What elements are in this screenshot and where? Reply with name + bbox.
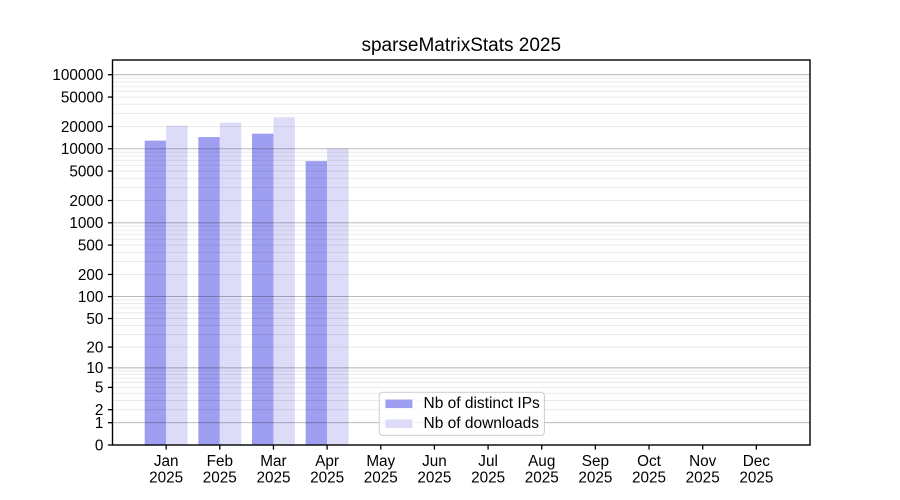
svg-text:Feb: Feb <box>207 453 233 470</box>
svg-text:Apr: Apr <box>315 453 339 470</box>
svg-text:20000: 20000 <box>61 119 104 136</box>
svg-text:Sep: Sep <box>582 453 609 470</box>
svg-text:2025: 2025 <box>364 469 398 486</box>
svg-text:100: 100 <box>78 289 104 306</box>
svg-text:Mar: Mar <box>260 453 286 470</box>
svg-text:2025: 2025 <box>632 469 666 486</box>
svg-text:500: 500 <box>78 237 104 254</box>
svg-text:2025: 2025 <box>203 469 237 486</box>
svg-text:50000: 50000 <box>61 89 104 106</box>
svg-text:0: 0 <box>95 437 104 454</box>
svg-text:2025: 2025 <box>739 469 773 486</box>
svg-text:Jan: Jan <box>154 453 179 470</box>
svg-text:50: 50 <box>86 311 103 328</box>
svg-text:2025: 2025 <box>686 469 720 486</box>
svg-text:5: 5 <box>95 380 104 397</box>
svg-text:200: 200 <box>78 267 104 284</box>
svg-text:10: 10 <box>86 360 103 377</box>
svg-text:2025: 2025 <box>310 469 344 486</box>
svg-text:2: 2 <box>95 402 104 419</box>
svg-text:2025: 2025 <box>471 469 505 486</box>
svg-text:Jun: Jun <box>422 453 447 470</box>
svg-text:Nb of downloads: Nb of downloads <box>424 415 540 432</box>
svg-text:sparseMatrixStats 2025: sparseMatrixStats 2025 <box>361 35 561 56</box>
svg-text:5000: 5000 <box>69 163 103 180</box>
svg-text:May: May <box>366 453 395 470</box>
svg-text:2000: 2000 <box>69 193 103 210</box>
svg-text:10000: 10000 <box>61 141 104 158</box>
svg-text:Aug: Aug <box>528 453 555 470</box>
svg-text:2025: 2025 <box>149 469 183 486</box>
svg-text:1: 1 <box>95 415 104 432</box>
svg-text:Nov: Nov <box>689 453 717 470</box>
svg-text:100000: 100000 <box>52 67 103 84</box>
svg-text:20: 20 <box>86 339 103 356</box>
svg-text:2025: 2025 <box>256 469 290 486</box>
svg-text:2025: 2025 <box>417 469 451 486</box>
svg-text:Nb of distinct IPs: Nb of distinct IPs <box>424 395 541 412</box>
svg-text:Jul: Jul <box>478 453 498 470</box>
svg-text:Oct: Oct <box>637 453 662 470</box>
svg-text:2025: 2025 <box>525 469 559 486</box>
svg-text:1000: 1000 <box>69 215 103 232</box>
svg-text:2025: 2025 <box>578 469 612 486</box>
svg-text:Dec: Dec <box>743 453 771 470</box>
